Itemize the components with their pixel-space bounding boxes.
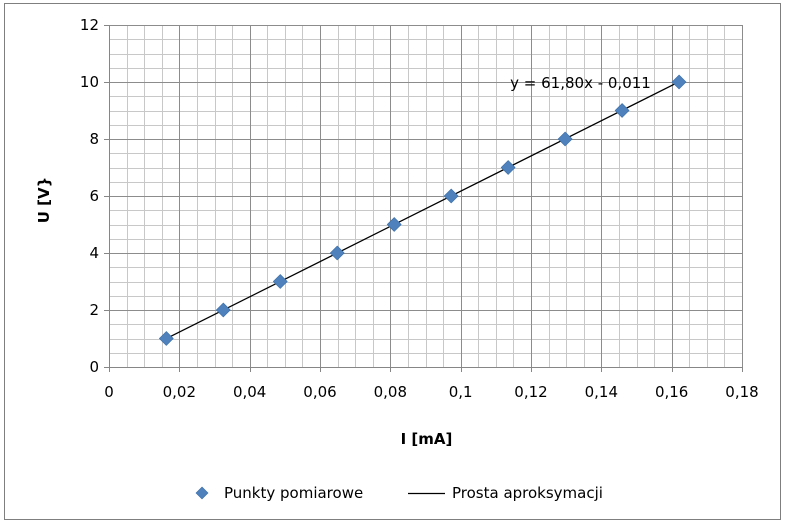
data-point xyxy=(386,217,402,232)
series xyxy=(158,74,687,346)
x-tick-label: 0,14 xyxy=(585,383,618,401)
x-tick-label: 0,08 xyxy=(374,383,407,401)
legend-marker-measurements xyxy=(195,486,209,500)
y-axis-title: U [V} xyxy=(35,177,53,224)
legend-label-fit: Prosta aproksymacji xyxy=(452,484,603,502)
x-tick-label: 0,12 xyxy=(514,383,547,401)
x-tick-label: 0,16 xyxy=(655,383,688,401)
y-tick-label: 0 xyxy=(89,358,99,376)
legend: Punkty pomiarowe Prosta aproksymacji xyxy=(195,484,603,502)
tick-labels: 0 0,02 0,04 0,06 0,08 0,1 0,12 0,14 0,16 0,18 0 2 4 6… xyxy=(80,16,759,401)
y-tick-label: 2 xyxy=(89,301,99,319)
y-tick-label: 12 xyxy=(80,16,99,34)
axes xyxy=(104,25,743,372)
y-tick-label: 10 xyxy=(80,73,99,91)
x-tick-label: 0,02 xyxy=(163,383,196,401)
data-point xyxy=(557,131,573,147)
data-point xyxy=(158,331,174,346)
data-point xyxy=(500,160,516,175)
y-tick-label: 6 xyxy=(89,187,99,205)
data-point xyxy=(614,103,630,118)
chart-frame: 0 0,02 0,04 0,06 0,08 0,1 0,12 0,14 0,16 0,18 0 2 4 6… xyxy=(4,3,781,520)
x-tick-label: 0,18 xyxy=(725,383,758,401)
data-point xyxy=(671,74,687,90)
x-axis-title: I [mA] xyxy=(401,430,453,448)
x-tick-label: 0,06 xyxy=(303,383,336,401)
data-point xyxy=(443,188,459,204)
legend-label-measurements: Punkty pomiarowe xyxy=(224,484,363,502)
data-point xyxy=(272,274,288,289)
x-tick-label: 0,1 xyxy=(449,383,473,401)
fit-line xyxy=(166,81,680,340)
y-tick-label: 8 xyxy=(89,130,99,148)
x-tick-label: 0 xyxy=(104,383,114,401)
data-point xyxy=(329,245,345,261)
chart: 0 0,02 0,04 0,06 0,08 0,1 0,12 0,14 0,16 0,18 0 2 4 6… xyxy=(35,16,759,502)
equation-annotation: y = 61,80x - 0,011 xyxy=(510,74,651,92)
x-tick-label: 0,04 xyxy=(233,383,266,401)
data-point xyxy=(215,302,231,318)
y-tick-label: 4 xyxy=(89,244,99,262)
